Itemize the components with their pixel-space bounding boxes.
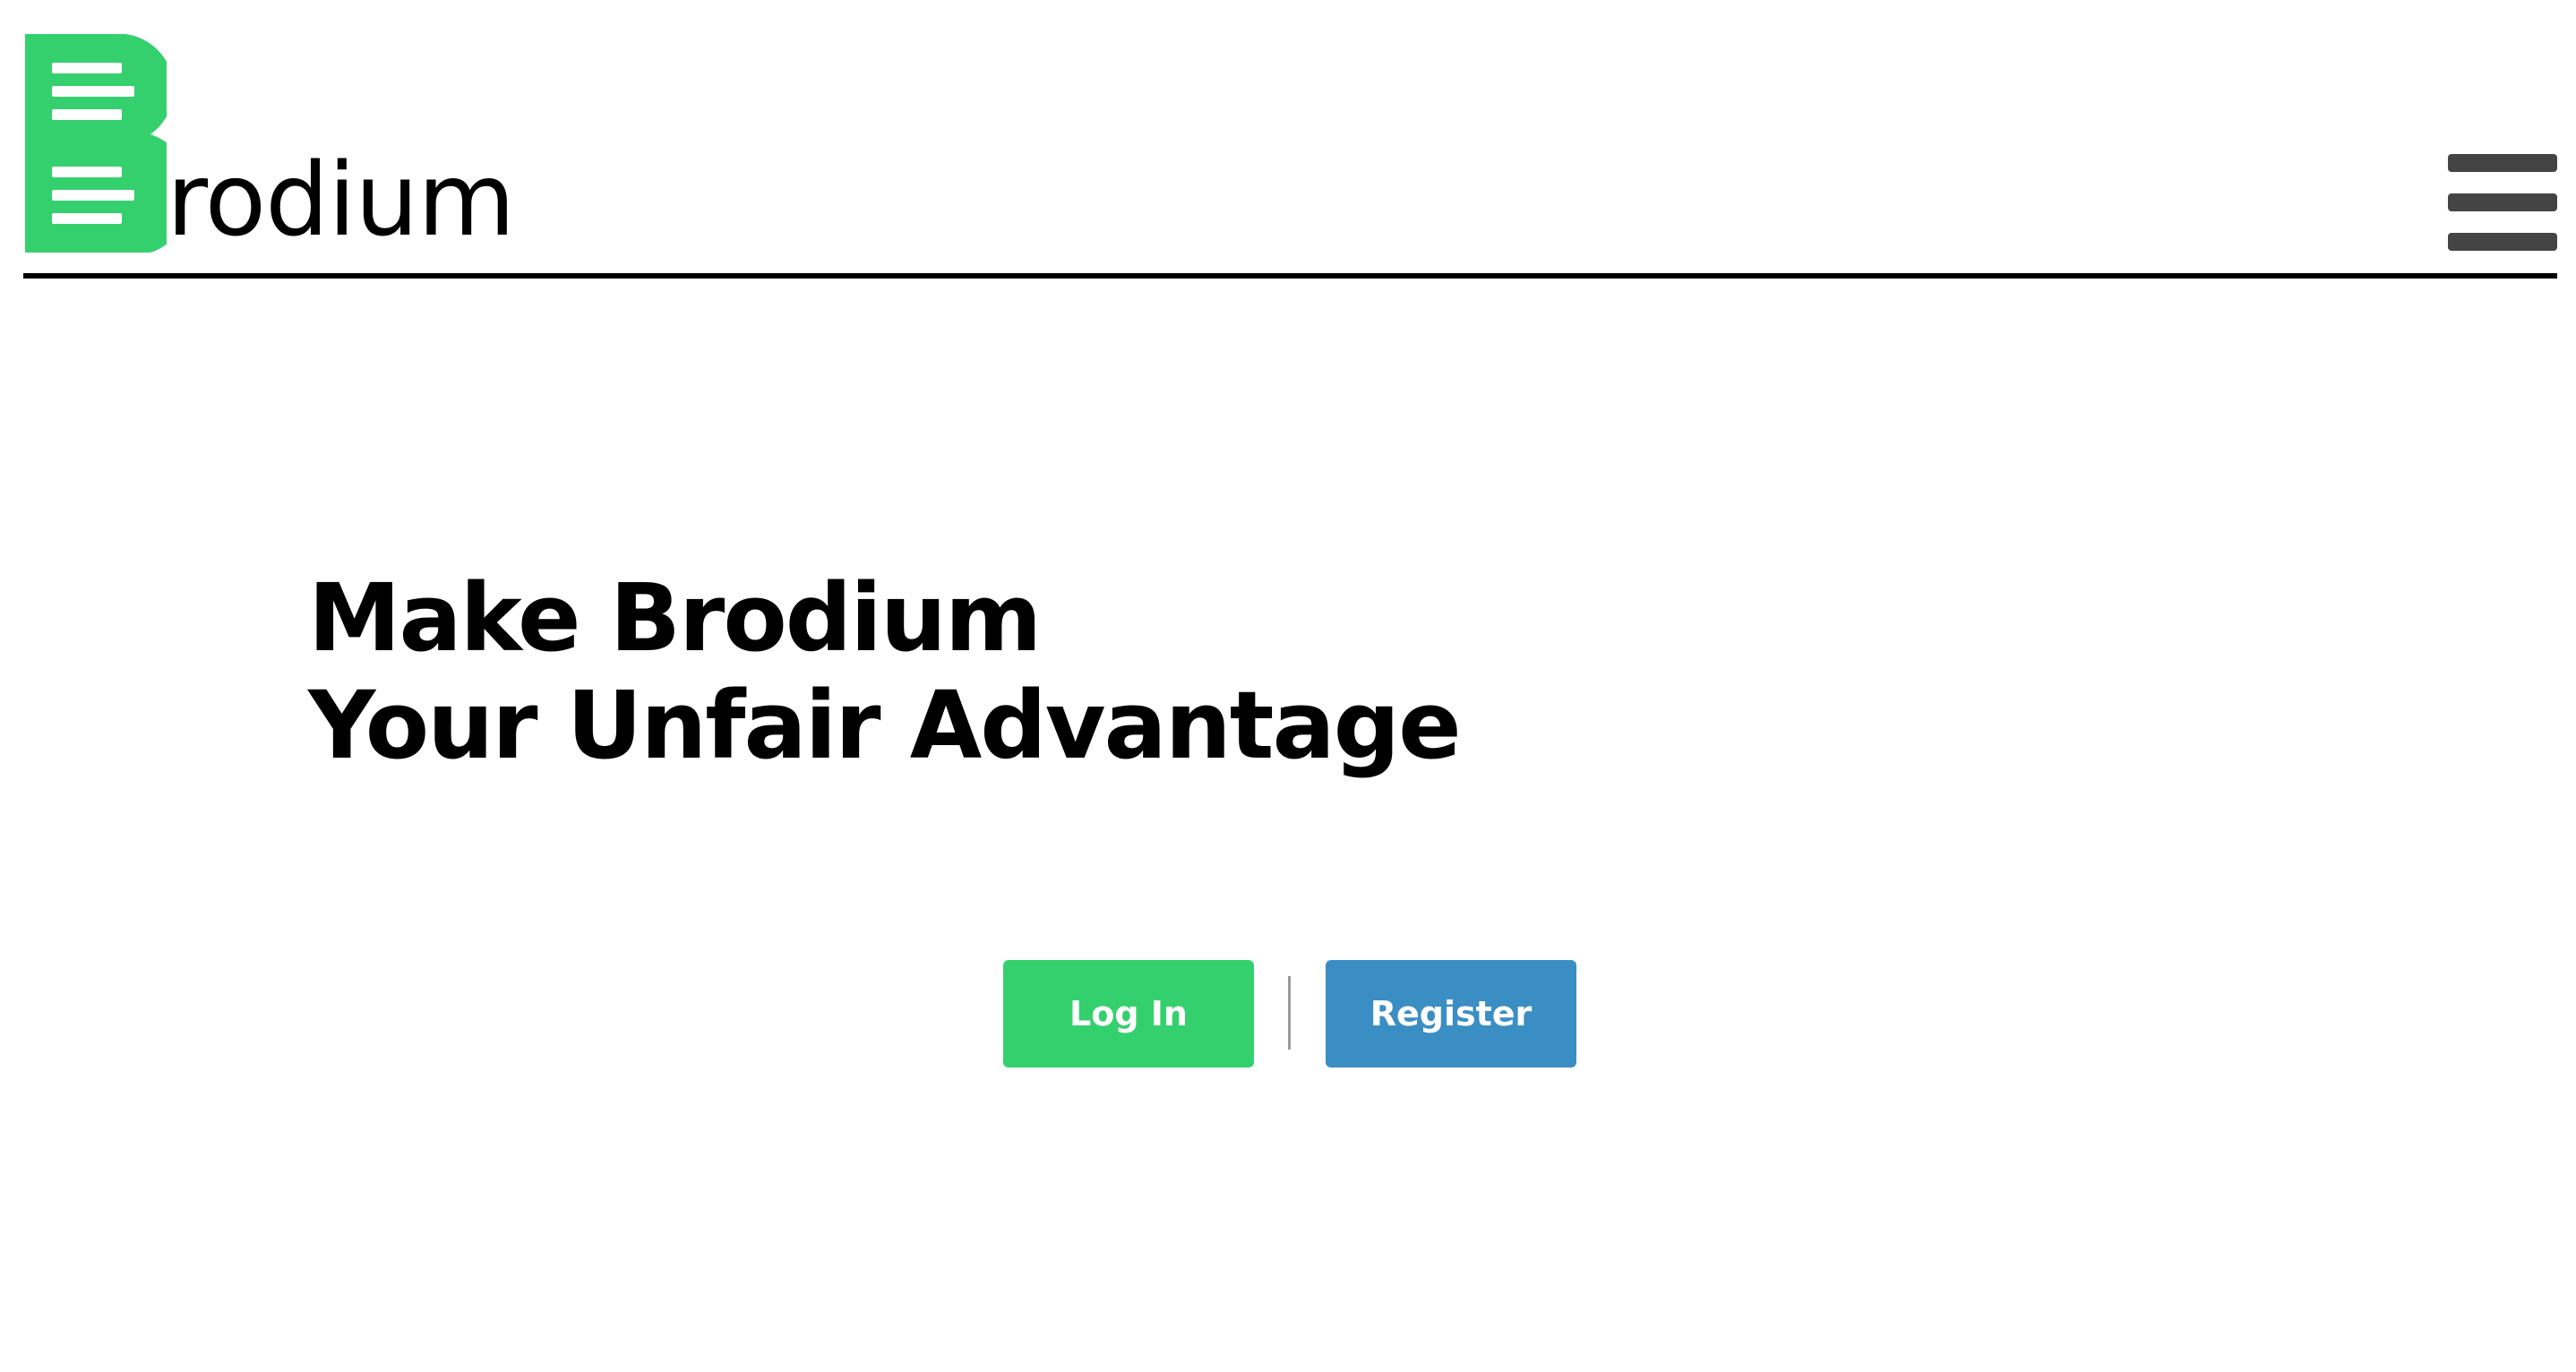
hero-headline-line-1: Make Brodium	[308, 563, 1042, 673]
login-button[interactable]: Log In	[1003, 960, 1254, 1068]
hamburger-menu-icon[interactable]	[2448, 154, 2557, 251]
header-divider	[23, 273, 2557, 279]
menu-bar-bottom	[2448, 233, 2557, 251]
hero-headline: Make Brodium Your Unfair Advantage	[308, 564, 1562, 779]
auth-actions: Log In Register	[1003, 960, 1576, 1068]
site-header: rodium	[0, 0, 2576, 279]
menu-bar-middle	[2448, 193, 2557, 211]
register-button[interactable]: Register	[1326, 960, 1576, 1068]
hero-section: Make Brodium Your Unfair Advantage	[308, 564, 1562, 779]
logo-b-mark	[25, 34, 167, 253]
menu-bar-top	[2448, 154, 2557, 172]
button-divider	[1288, 976, 1291, 1050]
hero-headline-line-2: Your Unfair Advantage	[308, 671, 1462, 780]
brodium-logo[interactable]: rodium	[25, 29, 515, 259]
logo-wordmark: rodium	[167, 142, 515, 259]
